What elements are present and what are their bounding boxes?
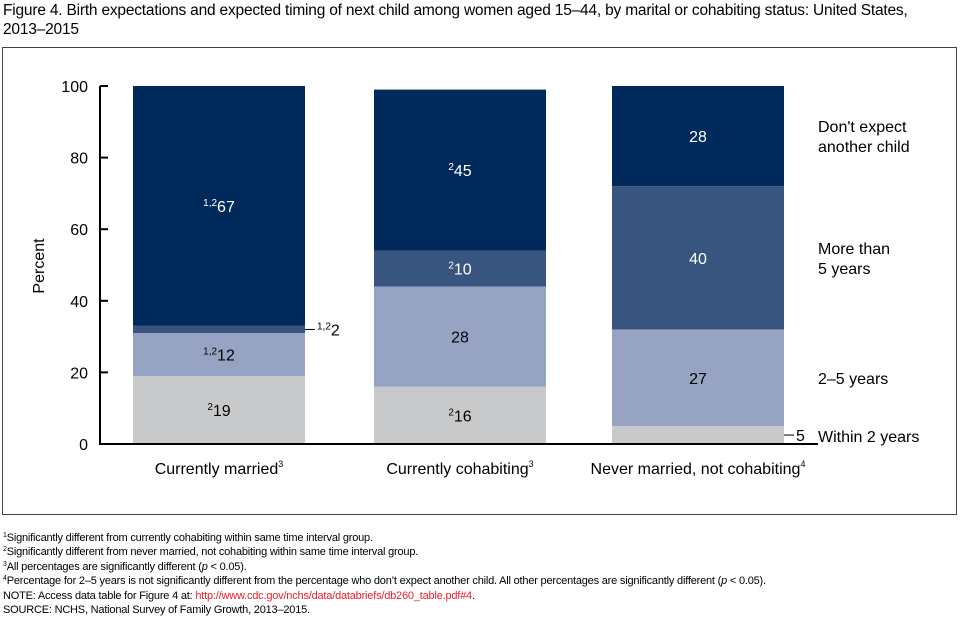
data-label: 1,267 <box>203 198 235 216</box>
bar-segment-2-4 <box>374 89 546 251</box>
data-label: 245 <box>448 162 471 180</box>
x-tick-label: Currently cohabiting3 <box>386 459 533 478</box>
legend: Don't expect another child More than 5 year… <box>818 119 919 446</box>
data-label: 40 <box>689 251 707 268</box>
legend-item: 2–5 years <box>818 371 888 388</box>
data-label: 28 <box>689 129 707 146</box>
data-label: 1,212 <box>203 347 235 365</box>
legend-item: Don't expect another child <box>818 119 910 156</box>
y-tick-label: 60 <box>70 222 88 239</box>
bar-segment-1-1 <box>133 375 305 444</box>
chart-frame <box>2 47 957 515</box>
footnote-4: 4Percentage for 2–5 years is not signifi… <box>3 575 766 588</box>
data-label: 27 <box>689 371 707 388</box>
y-tick-label: 20 <box>70 365 88 382</box>
data-label: 28 <box>451 330 469 347</box>
stacked-bar-chart: 219 1,212 1,22 1,267 216 28 210 245 5 27 40 28 0 20 4… <box>31 79 919 478</box>
data-label: 219 <box>207 402 230 420</box>
y-tick-label: 40 <box>70 294 88 311</box>
bar-segment-1-4 <box>133 86 305 326</box>
bar-segment-2-2 <box>374 286 546 387</box>
bar-segment-3-2 <box>612 329 784 427</box>
x-tick-label: Currently married3 <box>155 459 284 478</box>
y-tick-label: 80 <box>70 151 88 168</box>
note: NOTE: Access data table for Figure 4 at:… <box>3 589 475 602</box>
x-axis-labels: Currently married3 Currently cohabiting3 N… <box>155 459 806 478</box>
y-tick-label: 100 <box>61 79 88 96</box>
x-tick-label: Never married, not cohabiting4 <box>591 459 806 478</box>
bar-segment-1-3 <box>133 325 305 334</box>
y-tick-label: 0 <box>79 437 88 454</box>
bar-segment-2-3 <box>374 250 546 287</box>
footnotes: 1Significantly different from currently … <box>3 531 766 617</box>
figure-title: Figure 4. Birth expectations and expecte… <box>3 2 908 38</box>
data-label: 210 <box>448 261 471 279</box>
source: SOURCE: NCHS, National Survey of Family … <box>3 604 310 617</box>
footnote-3: 3All percentages are significantly diffe… <box>3 560 247 573</box>
bars-group: 219 1,212 1,22 1,267 216 28 210 245 5 27 40 28 <box>133 86 805 445</box>
bar-segment-2-1 <box>374 386 546 444</box>
legend-item: Within 2 years <box>818 429 919 446</box>
legend-item: More than 5 years <box>818 241 890 278</box>
bar-segment-3-4 <box>612 86 784 187</box>
y-axis: 0 20 40 60 80 100 <box>61 79 818 454</box>
bar-segment-1-2 <box>133 333 305 376</box>
bar-segment-3-3 <box>612 186 784 330</box>
data-label: 216 <box>448 407 471 425</box>
y-axis-label: Percent <box>31 238 48 294</box>
bar-segment-3-1 <box>612 426 784 444</box>
footnote-1: 1Significantly different from currently … <box>3 532 373 544</box>
data-table-link[interactable]: http://www.cdc.gov/nchs/data/databriefs/… <box>195 589 472 602</box>
footnote-2: 2Significantly different from never marr… <box>3 546 419 559</box>
data-label: 5 <box>796 428 805 445</box>
data-label: 1,22 <box>317 321 340 339</box>
